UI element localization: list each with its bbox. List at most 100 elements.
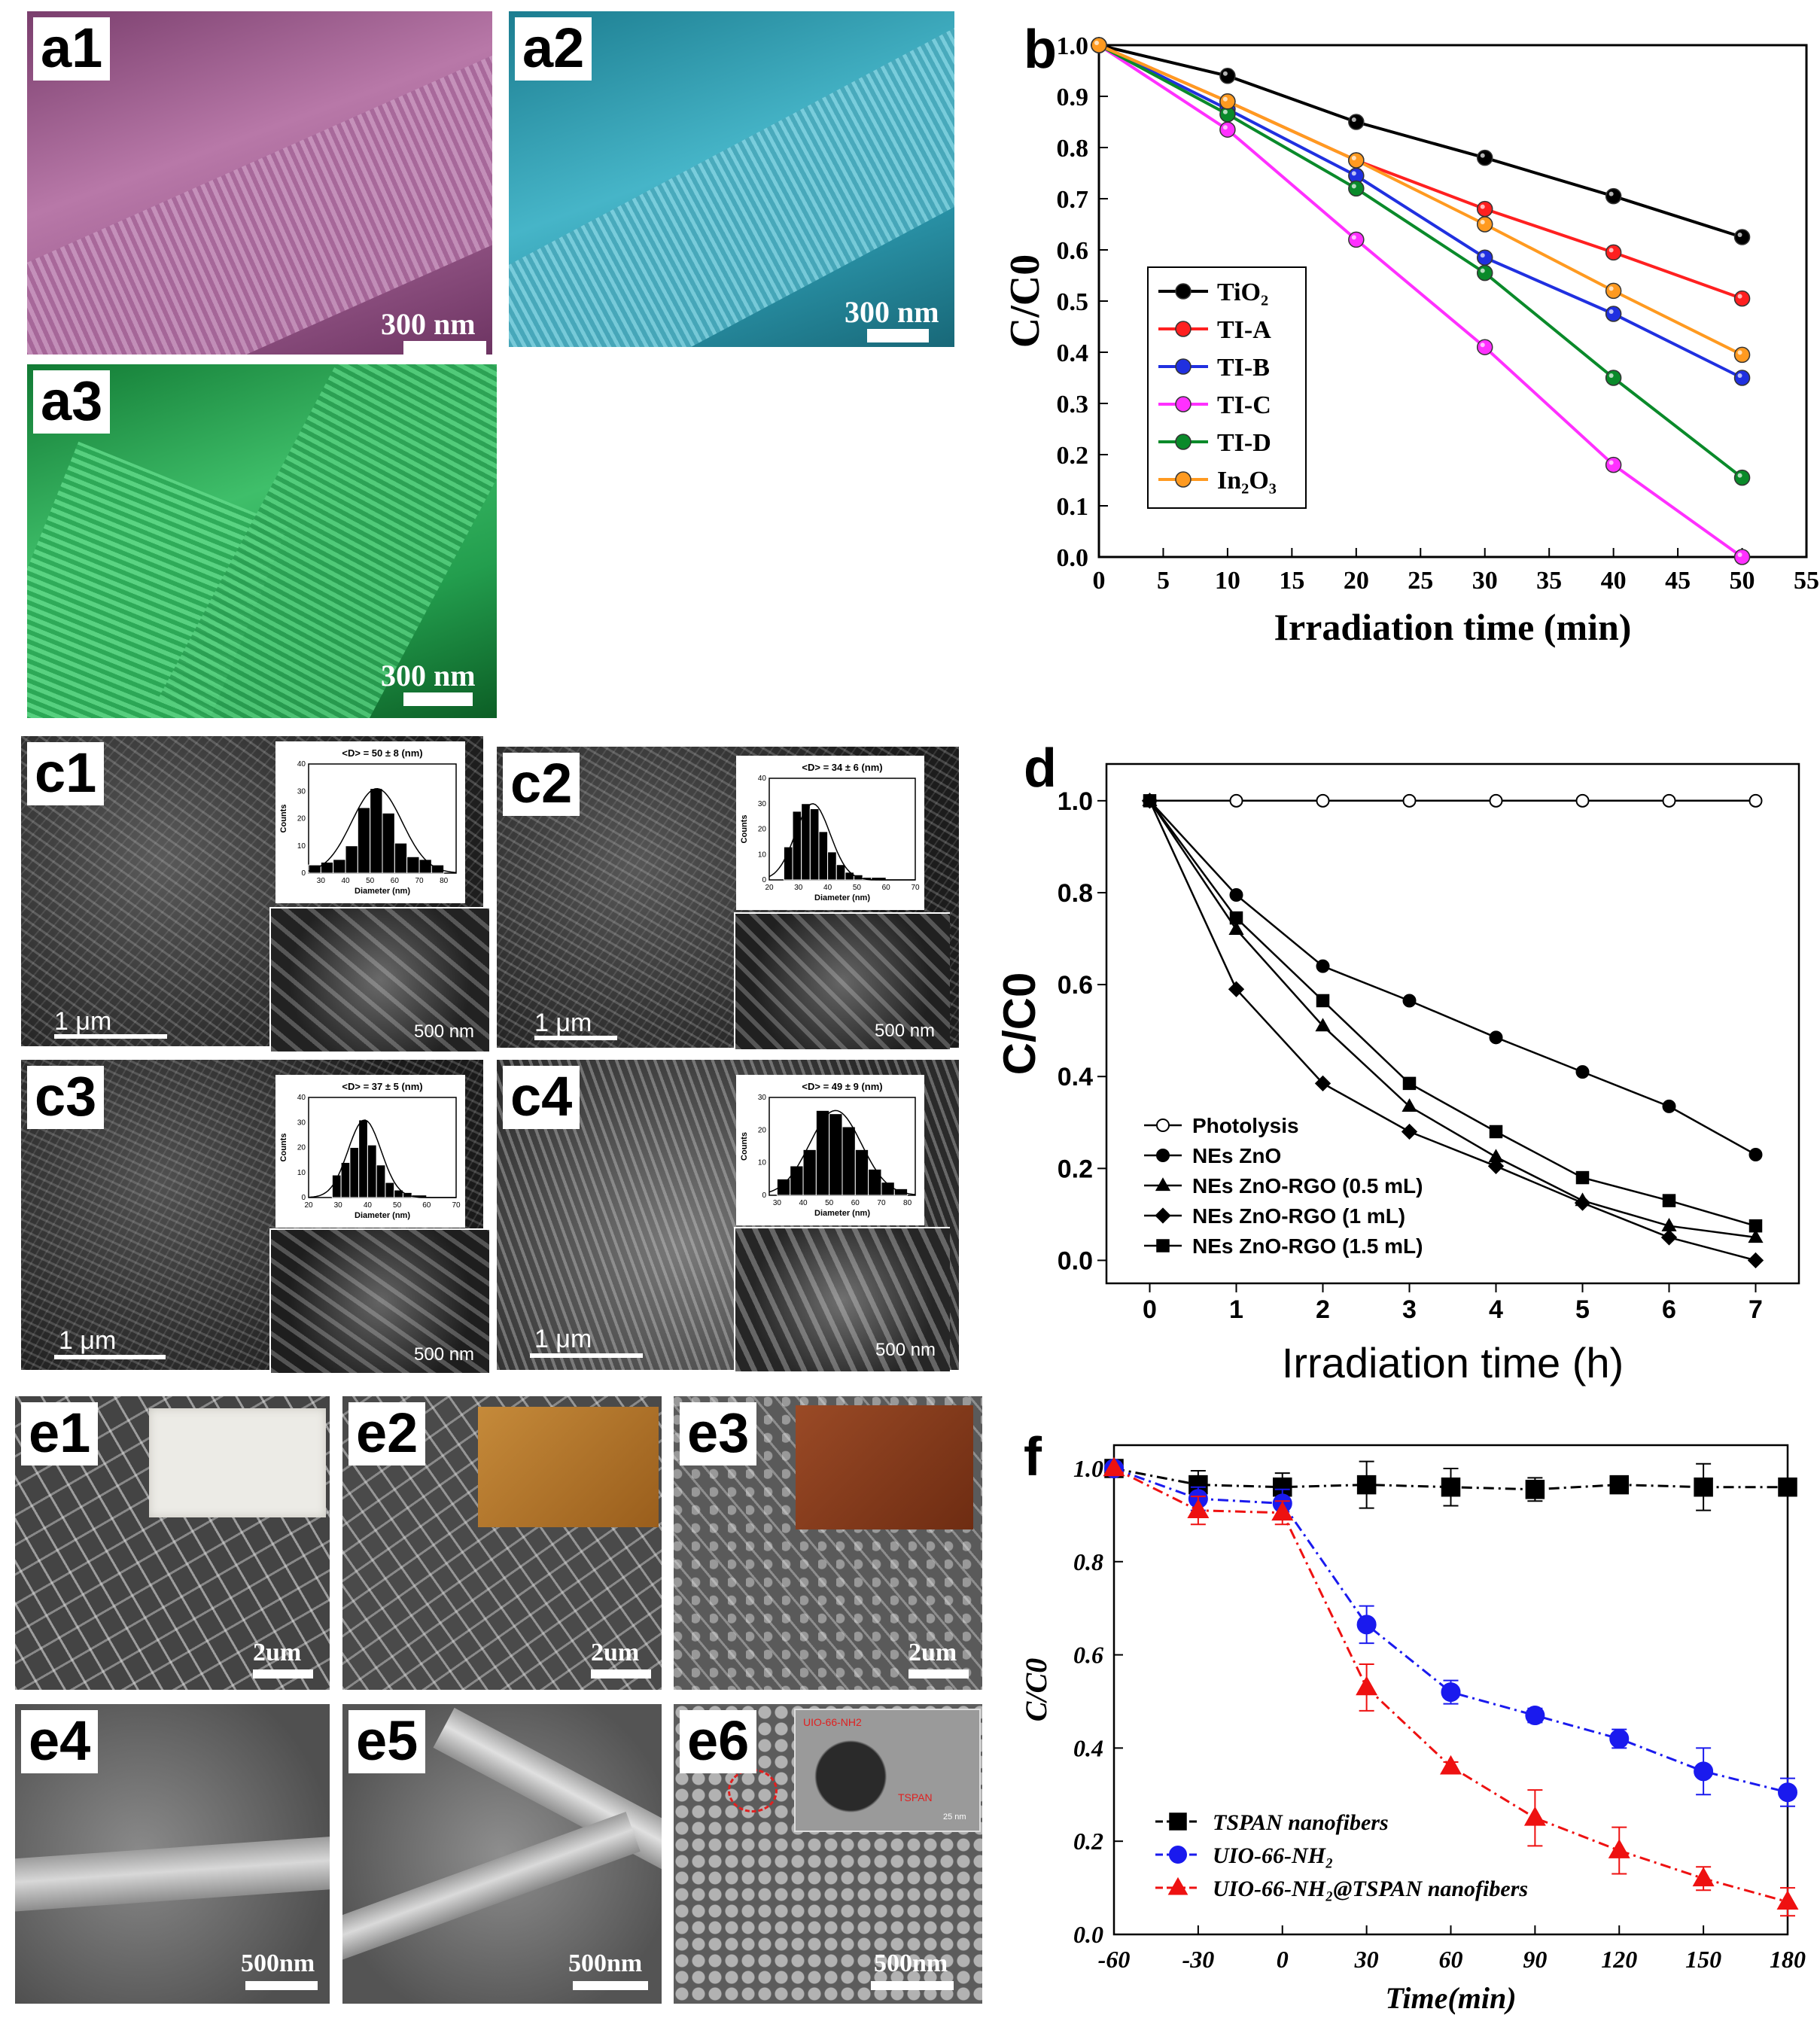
histogram-x-tick: 70 [877,1199,886,1207]
scale-bar-label: 2um [591,1639,640,1666]
scale-bar [403,341,486,355]
legend-label: NEs ZnO-RGO (1 mL) [1192,1204,1405,1228]
panel-label: a3 [33,370,111,434]
histogram-bar [345,845,358,874]
y-tick-label: 0.4 [1058,1063,1093,1091]
histogram-bar [815,1109,830,1196]
histogram-x-label: Diameter (nm) [814,893,870,902]
data-point-highlight [1351,184,1356,189]
data-point [1605,370,1622,386]
y-tick-label: 0.6 [1057,237,1089,265]
panel-label: a2 [515,17,592,81]
panel-label: e5 [348,1710,426,1773]
x-tick-label: 180 [1770,1946,1806,1973]
legend-label: NEs ZnO-RGO (1.5 mL) [1192,1234,1423,1258]
inset-indicator-circle [728,1769,778,1812]
data-point [1489,793,1503,808]
x-tick-label: 25 [1408,567,1433,595]
legend-label: UIO-66-NH₂@TSPAN nanofibers [1213,1876,1528,1901]
data-point [1778,1782,1797,1803]
x-tick-label: 40 [1601,567,1627,595]
legend-marker [1175,471,1192,488]
membrane-photo-white [149,1408,326,1517]
plot-frame [1105,762,1800,1285]
panel-c2-zoom: 500 nm [734,912,950,1049]
histogram-bar [349,1147,360,1198]
histogram-bar [809,808,820,881]
legend-label: UIO-66-NH₂ [1213,1843,1333,1868]
histogram-title: <D> = 37 ± 5 (nm) [342,1081,422,1092]
histogram-fit-curve [308,787,457,873]
data-point [1091,37,1107,53]
histogram-fit-curve [768,1109,916,1195]
histogram-x-tick: 60 [391,877,400,885]
histogram-y-tick: 20 [297,1144,306,1152]
panel-label: e1 [21,1402,99,1465]
histogram-y-tick: 20 [297,815,306,823]
data-point [1778,1477,1797,1497]
x-tick-label: 60 [1439,1946,1463,1973]
data-point [1476,149,1493,166]
histogram-bar [418,859,432,874]
panel-e2: e2 2um [342,1396,662,1690]
scale-bar-label: 300 nm [381,307,476,341]
histogram-bar [802,1149,817,1196]
data-point [1314,1075,1332,1092]
y-tick-label: 0.7 [1057,186,1089,214]
histogram-y-tick: 10 [297,842,306,851]
data-point [1748,1148,1763,1162]
y-tick-label: 0.3 [1057,391,1089,418]
data-point [1662,1194,1676,1207]
panel-label: e6 [680,1710,757,1773]
data-point [1694,1477,1713,1497]
panel-label: f [1024,1427,1042,1487]
histogram-bar [827,851,837,881]
data-point [1219,121,1236,138]
panel-e4: e4 500nm [15,1704,330,2004]
histogram-y-tick: 10 [758,851,767,859]
histogram-x-tick: 70 [415,877,424,885]
legend-marker [1175,434,1192,450]
data-point-highlight [1351,117,1356,122]
panel-e3: e3 2um [674,1396,982,1690]
data-point [1271,1501,1294,1521]
data-point [1523,1806,1546,1826]
data-point [1608,1839,1630,1858]
histogram-bar [790,1165,804,1196]
histogram-y-label: Counts [279,805,288,833]
data-point [1440,1755,1462,1775]
histogram-y-tick: 20 [758,1126,767,1134]
data-point [1692,1867,1715,1887]
histogram-y-tick: 10 [758,1159,767,1167]
data-point-highlight [1608,248,1614,253]
data-point [1489,1125,1503,1139]
y-axis-label: C/C0 [1002,254,1048,348]
histogram-bar [367,1144,377,1198]
data-point [1609,1475,1629,1495]
y-tick-label: 0.0 [1073,1921,1103,1948]
legend-label: NEs ZnO-RGO (0.5 mL) [1192,1174,1423,1198]
series-line [1113,1467,1788,1491]
data-point [1143,794,1157,808]
legend-label: TI-B [1217,354,1270,382]
y-tick-label: 1.0 [1058,787,1093,816]
data-point [1575,1065,1590,1079]
data-point [1694,1761,1714,1782]
data-point [1273,1477,1292,1497]
data-point [1489,1030,1503,1045]
scale-bar-label: 500 nm [875,1021,936,1041]
data-point [1609,1729,1630,1749]
histogram-y-tick: 30 [758,1094,767,1102]
x-axis-label: Irradiation time (min) [1274,606,1632,648]
histogram-y-label: Counts [740,1132,749,1161]
data-point-highlight [1608,373,1614,378]
y-tick-label: 0.8 [1057,135,1089,163]
y-tick-label: 1.0 [1073,1455,1103,1482]
data-point [1103,1456,1125,1477]
data-point [1229,911,1243,925]
data-point [1356,1615,1377,1635]
x-tick-label: 45 [1665,567,1691,595]
legend-label: TI-D [1217,429,1271,457]
x-tick-label: 5 [1157,567,1170,595]
